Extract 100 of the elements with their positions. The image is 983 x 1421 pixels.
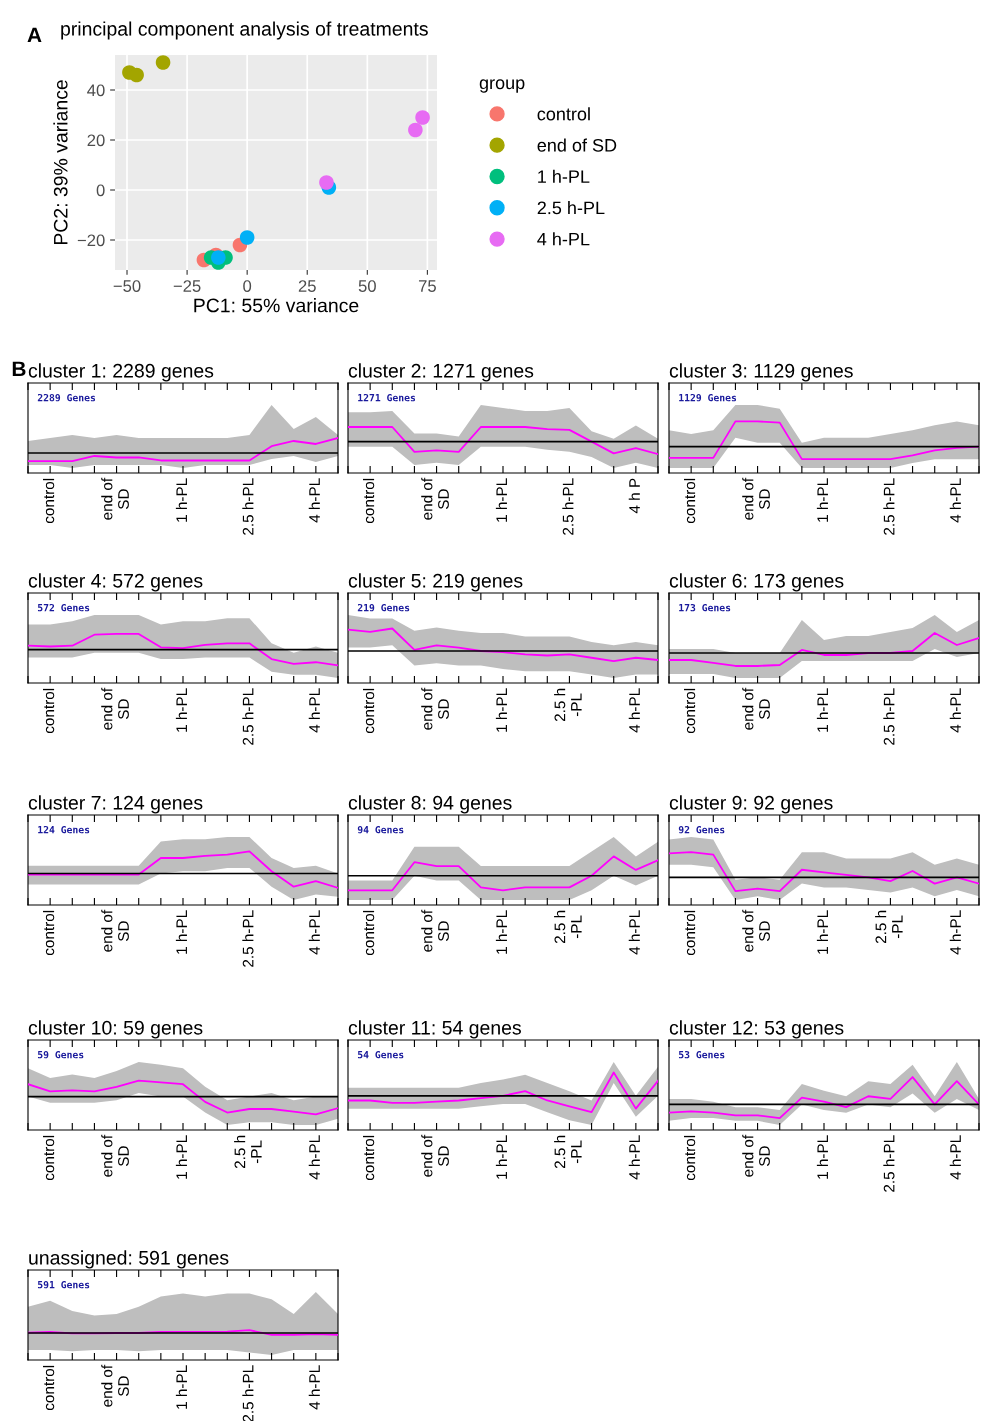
x-tick-label: 1 h-PL bbox=[816, 910, 828, 954]
x-tick-label: 1 h-PL bbox=[495, 1135, 507, 1179]
point bbox=[239, 230, 255, 245]
x-tick-label: 2.5 h -PL bbox=[234, 1135, 262, 1169]
chart-title: cluster 3: 1129 genes bbox=[669, 363, 853, 382]
x-tick-label: −50 bbox=[113, 280, 141, 292]
x-tick-label: end of SD bbox=[742, 1134, 770, 1177]
x-tick-label: control bbox=[363, 688, 375, 734]
text: 54 Genes bbox=[357, 1050, 404, 1059]
x-tick-label: control bbox=[684, 478, 696, 524]
x-tick-label: 1 h-PL bbox=[495, 478, 507, 522]
x-tick-label: 4 h-PL bbox=[949, 910, 961, 955]
x-tick-label: 2.5 h-PL bbox=[562, 478, 574, 535]
x-tick-label: control bbox=[43, 1135, 55, 1181]
y-tick-label: 20 bbox=[87, 134, 105, 147]
legend-label: control bbox=[537, 107, 590, 121]
y-tick-label: −20 bbox=[77, 234, 105, 247]
legend-label: end of SD bbox=[537, 138, 617, 152]
chart-title: cluster 12: 53 genes bbox=[669, 1020, 844, 1039]
legend-label: 4 h-PL bbox=[537, 232, 590, 246]
text: 59 Genes bbox=[37, 1050, 84, 1059]
text: 1271 Genes bbox=[358, 393, 416, 402]
x-tick-label: end of SD bbox=[421, 1134, 449, 1177]
x-tick-label: control bbox=[43, 478, 55, 524]
x-tick-label: 4 h-PL bbox=[308, 910, 320, 955]
point bbox=[415, 110, 430, 125]
x-tick-label: 4 h-PL bbox=[308, 478, 320, 523]
y-tick-label: 40 bbox=[87, 84, 105, 97]
text: 173 Genes bbox=[679, 603, 731, 612]
x-tick-label: 2.5 h -PL bbox=[554, 910, 582, 944]
chart-title: cluster 1: 2289 genes bbox=[28, 363, 214, 382]
chart-title: cluster 11: 54 genes bbox=[348, 1020, 521, 1039]
x-tick-label: end of SD bbox=[101, 1134, 129, 1177]
x-tick-label: end of SD bbox=[101, 1364, 129, 1407]
text: 2289 Genes bbox=[37, 393, 96, 402]
chart-title: cluster 7: 124 genes bbox=[28, 795, 203, 814]
x-tick-label: 50 bbox=[358, 280, 376, 292]
x-tick-label: 1 h-PL bbox=[816, 688, 828, 732]
x-tick-label: 1 h-PL bbox=[495, 910, 507, 954]
x-tick-label: −25 bbox=[173, 280, 201, 292]
x-tick-label: 2.5 h-PL bbox=[883, 478, 895, 535]
x-tick-label: control bbox=[684, 910, 696, 956]
chart-title: cluster 6: 173 genes bbox=[669, 573, 844, 592]
chart-title: unassigned: 591 genes bbox=[29, 1250, 229, 1269]
point bbox=[408, 122, 423, 138]
x-tick-label: end of SD bbox=[101, 909, 129, 952]
x-tick-label: control bbox=[43, 688, 55, 734]
x-tick-label: control bbox=[363, 910, 375, 956]
x-tick-label: 4 h-PL bbox=[949, 688, 961, 733]
text: 591 Genes bbox=[37, 1280, 90, 1289]
point bbox=[129, 67, 144, 83]
x-tick-label: control bbox=[43, 910, 55, 956]
chart-title: cluster 4: 572 genes bbox=[28, 573, 203, 592]
point bbox=[155, 55, 171, 70]
x-tick-label: 2.5 h-PL bbox=[242, 1365, 254, 1421]
x-tick-label: 4 h-PL bbox=[949, 478, 961, 523]
text: 1129 Genes bbox=[679, 393, 737, 402]
chart-title: principal component analysis of treatments bbox=[61, 21, 428, 40]
chart-title: cluster 10: 59 genes bbox=[28, 1020, 203, 1039]
chart-title: cluster 8: 94 genes bbox=[348, 795, 512, 814]
x-tick-label: 1 h-PL bbox=[175, 478, 187, 522]
y-tick-label: 0 bbox=[96, 184, 105, 197]
x-tick-label: 2.5 h -PL bbox=[875, 910, 903, 944]
x-tick-label: end of SD bbox=[421, 477, 449, 520]
x-tick-label: control bbox=[43, 1365, 55, 1411]
x-tick-label: 0 bbox=[243, 280, 252, 292]
x-tick-label: 4 h-PL bbox=[628, 1135, 640, 1180]
legend-title: group bbox=[479, 79, 525, 93]
x-tick-label: 75 bbox=[418, 280, 436, 292]
y-axis-title: PC2: 39% variance bbox=[53, 80, 68, 245]
text: A bbox=[27, 27, 42, 43]
x-tick-label: 4 h-PL bbox=[308, 1135, 320, 1180]
chart-title: cluster 9: 92 genes bbox=[669, 795, 833, 814]
point bbox=[319, 175, 334, 190]
x-tick-label: 1 h-PL bbox=[175, 1365, 187, 1409]
text: 219 Genes bbox=[357, 603, 410, 612]
x-tick-label: 25 bbox=[298, 280, 316, 292]
x-tick-label: control bbox=[684, 1135, 696, 1181]
x-tick-label: end of SD bbox=[742, 687, 770, 730]
x-tick-label: 2.5 h -PL bbox=[554, 1135, 582, 1169]
x-tick-label: end of SD bbox=[421, 909, 449, 952]
x-tick-label: 1 h-PL bbox=[816, 478, 828, 522]
x-tick-label: end of SD bbox=[421, 687, 449, 730]
x-tick-label: end of SD bbox=[742, 909, 770, 952]
x-tick-label: 2.5 h-PL bbox=[883, 1135, 895, 1192]
x-tick-label: 2.5 h-PL bbox=[242, 688, 254, 745]
x-tick-label: control bbox=[363, 478, 375, 524]
legend-label: 2.5 h-PL bbox=[537, 201, 605, 215]
text: 92 Genes bbox=[678, 825, 725, 834]
x-tick-label: 1 h-PL bbox=[175, 910, 187, 954]
x-tick-label: end of SD bbox=[742, 477, 770, 520]
x-tick-label: 1 h-PL bbox=[175, 688, 187, 732]
x-tick-label: 4 h P bbox=[628, 478, 640, 514]
x-axis-title: PC1: 55% variance bbox=[194, 298, 359, 313]
text: 53 Genes bbox=[678, 1050, 725, 1059]
x-tick-label: 4 h-PL bbox=[628, 688, 640, 733]
x-tick-label: control bbox=[684, 688, 696, 734]
legend-label: 1 h-PL bbox=[538, 169, 590, 183]
x-tick-label: 2.5 h-PL bbox=[883, 688, 895, 745]
x-tick-label: end of SD bbox=[101, 687, 129, 730]
